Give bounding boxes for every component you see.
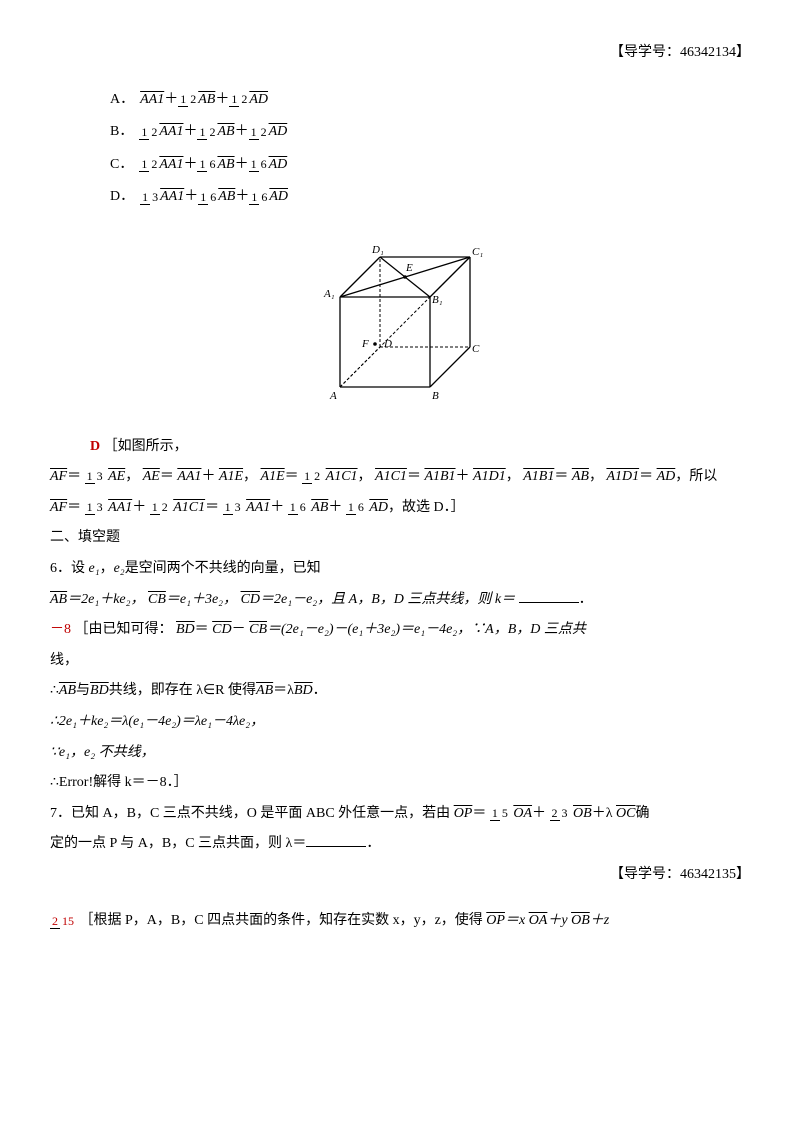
svg-text:A: A — [329, 390, 337, 402]
option-a: A． AA1 ＋ 12 AB ＋ 12 AD — [110, 87, 750, 114]
reference-tag-1: 【导学号：46342134】 — [50, 40, 750, 67]
answer-5: D ［如图所示， — [50, 434, 750, 461]
option-a-frac3: 12 — [229, 93, 249, 106]
option-d-term2: AB — [218, 184, 235, 211]
option-c-term3: AD — [269, 152, 288, 179]
answer-7-value: 215 — [50, 915, 76, 928]
plus: ＋ — [184, 184, 198, 211]
blank-7 — [306, 832, 366, 847]
option-d-frac3: 16 — [249, 191, 269, 204]
sol5-line1: AF＝ 13 AE， AE＝ AA1＋ A1E， A1E＝ 12 A1C1， A… — [50, 464, 750, 491]
sol6-l5: ∵e₁，e₂ 不共线， — [50, 740, 750, 767]
plus: ＋ — [215, 87, 229, 114]
option-c-term2: AB — [217, 152, 234, 179]
option-b-label: B． — [110, 119, 133, 146]
svg-text:E: E — [405, 262, 413, 274]
option-c-frac2: 16 — [197, 158, 217, 171]
plus: ＋ — [235, 184, 249, 211]
option-d-frac2: 16 — [198, 191, 218, 204]
reference-tag-2: 【导学号：46342135】 — [50, 862, 750, 889]
option-a-label: A． — [110, 87, 134, 114]
option-b-term1: AA1 — [159, 119, 183, 146]
question-6: 6．设 e₁，e₂是空间两个不共线的向量，已知 — [50, 556, 750, 583]
option-b-frac1: 12 — [139, 126, 159, 139]
svg-text:D₁: D₁ — [371, 244, 384, 256]
option-c: C． 12 AA1 ＋ 16 AB ＋ 16 AD — [110, 152, 750, 179]
option-b-frac2: 12 — [197, 126, 217, 139]
plus: ＋ — [164, 87, 178, 114]
sol5-line2: AF＝ 13 AA1＋ 12 A1C1＝ 13 AA1＋ 16 AB＋ 16 A… — [50, 495, 750, 522]
section-2-heading: 二、填空题 — [50, 525, 750, 552]
question-7-l2: 定的一点 P 与 A，B，C 三点共面，则 λ＝． — [50, 831, 750, 858]
option-d-frac1: 13 — [140, 191, 160, 204]
option-d-term3: AD — [269, 184, 288, 211]
svg-text:C: C — [472, 343, 480, 355]
answer-5-letter: D — [90, 439, 100, 454]
option-b-term2: AB — [217, 119, 234, 146]
option-c-term1: AA1 — [159, 152, 183, 179]
option-b: B． 12 AA1 ＋ 12 AB ＋ 12 AD — [110, 119, 750, 146]
answer-7: 215 ［根据 P，A，B，C 四点共面的条件，知存在实数 x，y，z，使得 O… — [50, 908, 750, 935]
plus: ＋ — [235, 152, 249, 179]
plus: ＋ — [183, 119, 197, 146]
question-7: 7．已知 A，B，C 三点不共线，O 是平面 ABC 外任意一点，若由 OP＝ … — [50, 801, 750, 828]
option-b-frac3: 12 — [249, 126, 269, 139]
sol6-l2: 线， — [50, 648, 750, 675]
answer-6: －8 ［由已知可得： BD＝ CD－ CB＝(2e₁－e₂)－(e₁＋3e₂)＝… — [50, 617, 750, 644]
sol5-prefix: ［如图所示， — [104, 439, 188, 454]
option-d-term1: AA1 — [160, 184, 184, 211]
option-a-term3: AD — [249, 87, 268, 114]
svg-text:C₁: C₁ — [472, 246, 483, 258]
svg-text:B₁: B₁ — [432, 294, 443, 306]
option-a-term2: AB — [198, 87, 215, 114]
option-a-frac2: 12 — [178, 93, 198, 106]
cube-diagram: A B C D A₁ B₁ C₁ D₁ E F — [50, 227, 750, 418]
sol6-l3: ∴AB与BD共线，即存在 λ∈R 使得AB＝λBD． — [50, 678, 750, 705]
plus: ＋ — [183, 152, 197, 179]
option-c-frac3: 16 — [249, 158, 269, 171]
option-c-frac1: 12 — [139, 158, 159, 171]
answer-6-value: －8 — [50, 622, 71, 637]
svg-text:F: F — [361, 338, 369, 350]
option-d-label: D． — [110, 184, 134, 211]
plus: ＋ — [235, 119, 249, 146]
svg-text:B: B — [432, 390, 439, 402]
sol6-l6: ∴Error!解得 k＝－8．］ — [50, 770, 750, 797]
option-b-term3: AD — [269, 119, 288, 146]
option-c-label: C． — [110, 152, 133, 179]
svg-text:A₁: A₁ — [323, 288, 335, 300]
question-6-eq: AB＝2e₁＋ke₂， CB＝e₁＋3e₂， CD＝2e₁－e₂，且 A，B，D… — [50, 587, 750, 614]
svg-text:D: D — [383, 338, 392, 350]
option-a-term1: AA1 — [140, 87, 164, 114]
option-d: D． 13 AA1 ＋ 16 AB ＋ 16 AD — [110, 184, 750, 211]
blank-6 — [519, 588, 579, 603]
sol6-l4: ∴2e₁＋ke₂＝λ(e₁－4e₂)＝λe₁－4λe₂， — [50, 709, 750, 736]
